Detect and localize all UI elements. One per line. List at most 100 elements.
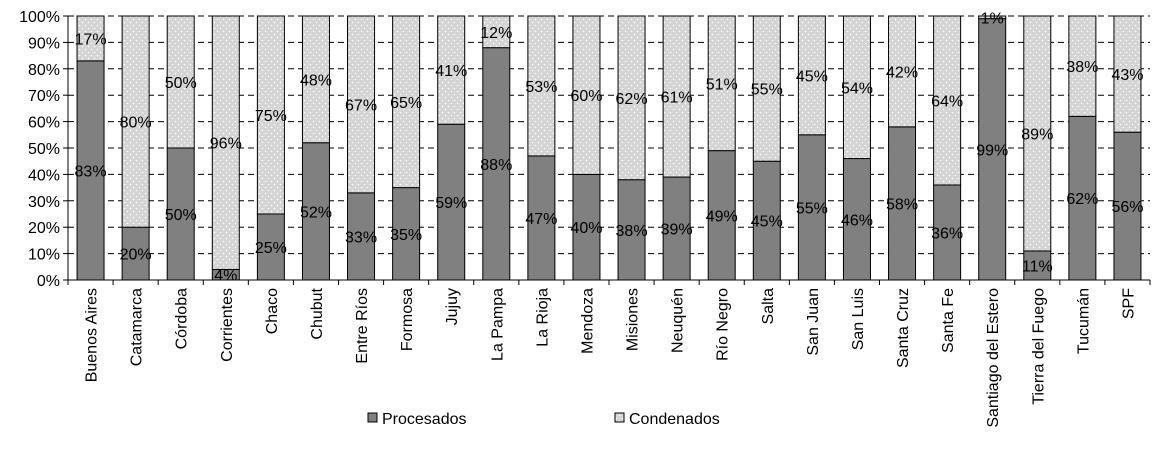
data-label-condenados: 42%: [886, 64, 918, 81]
category-label: La Rioja: [534, 288, 551, 347]
category-label: Salta: [760, 288, 777, 325]
y-tick-label: 90%: [28, 35, 60, 52]
category-label: Jujuy: [444, 288, 461, 325]
data-label-procesados: 55%: [796, 200, 828, 217]
y-tick-label: 60%: [28, 115, 60, 132]
category-label: Mendoza: [579, 288, 596, 354]
category-label: Santa Fe: [940, 288, 957, 353]
data-label-procesados: 20%: [120, 247, 152, 264]
data-label-procesados: 52%: [300, 204, 332, 221]
data-label-condenados: 51%: [706, 76, 738, 93]
bar-condenados: [392, 15, 421, 189]
y-tick-label: 30%: [28, 194, 60, 211]
y-tick-label: 100%: [19, 9, 60, 26]
data-label-condenados: 89%: [1021, 126, 1053, 143]
data-label-condenados: 54%: [841, 80, 873, 97]
bar-procesados: [301, 142, 330, 281]
bar-condenados: [572, 15, 601, 175]
data-label-procesados: 50%: [165, 207, 197, 224]
data-label-condenados: 41%: [435, 63, 467, 80]
bar-condenados: [76, 15, 105, 62]
data-label-condenados: 60%: [570, 88, 602, 105]
data-label-condenados: 45%: [796, 68, 828, 85]
data-label-procesados: 39%: [661, 222, 693, 239]
data-label-procesados: 11%: [1022, 258, 1053, 275]
bar-procesados: [888, 126, 917, 281]
data-label-condenados: 75%: [255, 108, 287, 125]
bar-condenados: [888, 15, 917, 128]
category-label: Tucumán: [1075, 288, 1092, 354]
bar-condenados: [301, 15, 330, 144]
y-axis-ticks: 0% 10% 20% 30% 40% 50% 60% 70% 80% 90% 100%: [19, 9, 68, 290]
category-label: Santiago del Estero: [985, 288, 1002, 428]
data-label-procesados: 45%: [751, 214, 783, 231]
bar-procesados: [1068, 115, 1097, 281]
data-label-procesados: 38%: [616, 223, 648, 240]
bar-procesados: [256, 213, 285, 281]
data-label-procesados: 35%: [390, 227, 422, 244]
data-label-procesados: 88%: [480, 157, 512, 174]
data-label-condenados: 1%: [981, 10, 1004, 27]
legend: Procesados Condenados: [367, 411, 720, 428]
bar-procesados: [617, 179, 646, 281]
bar-condenados: [1068, 15, 1097, 117]
data-label-condenados: 50%: [165, 75, 197, 92]
bar-procesados: [933, 184, 962, 281]
data-label-condenados: 96%: [210, 136, 242, 153]
data-label-condenados: 64%: [931, 93, 963, 110]
bar-condenados: [527, 15, 556, 157]
bar-procesados: [662, 176, 691, 281]
legend-swatch-procesados: [367, 412, 378, 423]
data-label-procesados: 47%: [525, 211, 557, 228]
category-label: SPF: [1120, 288, 1137, 319]
data-label-procesados: 56%: [1111, 199, 1143, 216]
bar-condenados: [933, 15, 962, 186]
category-label: Chubut: [309, 287, 326, 339]
bar-condenados: [978, 15, 1007, 20]
data-label-procesados: 59%: [435, 195, 467, 212]
category-label: Formosa: [399, 288, 416, 351]
data-label-condenados: 80%: [120, 115, 152, 132]
data-label-condenados: 53%: [525, 79, 557, 96]
bar-condenados: [707, 15, 736, 152]
category-label: Tierra del Fuego: [1030, 288, 1047, 405]
category-label: Misiones: [625, 288, 642, 351]
legend-label-condenados: Condenados: [629, 411, 720, 428]
category-label: Santa Cruz: [895, 288, 912, 368]
data-label-condenados: 48%: [300, 72, 332, 89]
category-label: Neuquén: [670, 288, 687, 353]
y-tick-label: 0%: [37, 273, 60, 290]
y-tick-label: 40%: [28, 167, 60, 184]
bar-condenados: [482, 15, 511, 49]
data-label-condenados: 12%: [480, 25, 512, 42]
data-label-condenados: 17%: [75, 31, 107, 48]
bar-condenados: [662, 15, 691, 178]
bar-condenados: [1113, 15, 1142, 133]
data-label-condenados: 62%: [616, 91, 648, 108]
bar-condenados: [347, 15, 376, 194]
bar-condenados: [166, 15, 195, 149]
category-label: La Pampa: [489, 288, 506, 361]
legend-label-procesados: Procesados: [382, 411, 467, 428]
category-label: Córdoba: [174, 288, 191, 349]
bar-condenados: [752, 15, 781, 162]
bar-condenados: [121, 15, 150, 228]
legend-swatch-condenados: [614, 412, 625, 423]
y-tick-label: 80%: [28, 62, 60, 79]
bar-condenados: [797, 15, 826, 136]
y-tick-label: 20%: [28, 220, 60, 237]
data-label-condenados: 65%: [390, 95, 422, 112]
data-label-procesados: 25%: [255, 240, 287, 257]
bar-procesados: [166, 147, 195, 281]
bar-procesados: [392, 187, 421, 281]
category-label: San Juan: [805, 288, 822, 356]
bar-condenados: [437, 15, 466, 125]
data-label-procesados: 36%: [931, 225, 963, 242]
category-label: Buenos Aires: [84, 288, 101, 382]
bars: [76, 15, 1142, 281]
bar-condenados: [256, 15, 285, 215]
axes: [67, 16, 1151, 285]
bar-procesados: [572, 173, 601, 281]
category-label: Chaco: [264, 288, 281, 334]
